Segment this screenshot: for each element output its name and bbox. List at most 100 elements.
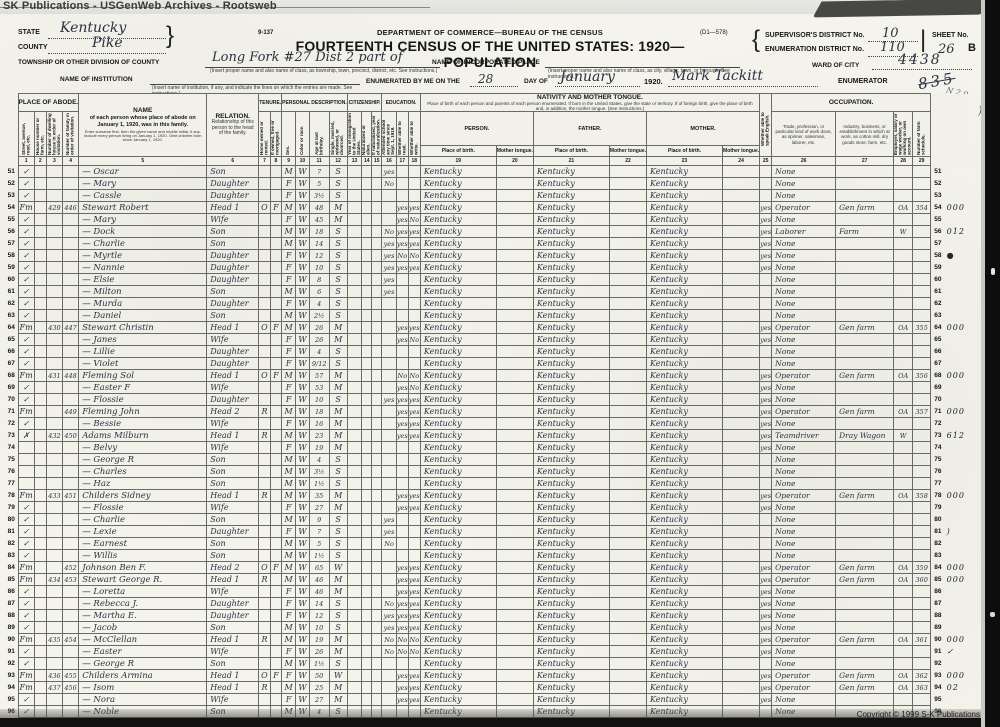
tenure-mortgage xyxy=(269,693,283,707)
farm-number-cell xyxy=(912,213,932,227)
naturalization-year xyxy=(371,249,383,263)
family-number xyxy=(62,585,80,599)
able-to-read xyxy=(395,165,409,179)
age-cell: 26 xyxy=(308,333,330,347)
marital-cell: M xyxy=(328,501,348,515)
person-tongue xyxy=(495,477,534,491)
mother-birthplace: Kentucky xyxy=(646,381,724,395)
race-cell: W xyxy=(295,189,310,203)
naturalization-year xyxy=(371,621,383,635)
farm-number-cell xyxy=(912,621,932,635)
farm-number-cell xyxy=(912,417,932,431)
naturalization-year xyxy=(371,669,383,683)
race-cell: W xyxy=(295,477,310,491)
race-cell: W xyxy=(295,405,310,419)
naturalized xyxy=(361,249,373,263)
name-cell: — McClellan xyxy=(78,633,208,647)
sex-cell: M xyxy=(281,237,297,251)
line-number-right: 78 xyxy=(934,492,942,500)
window-titlebar: SK Publications - USGenWeb Archives - Ro… xyxy=(0,0,1000,14)
naturalization-year xyxy=(371,177,383,191)
table-row: 53 ✓ — Cassle Daughter F W 3½ S Kentucky Kentucky… xyxy=(5,189,969,203)
father-birthplace: Kentucky xyxy=(532,213,610,227)
person-birthplace: Kentucky xyxy=(419,393,497,407)
month-rule xyxy=(555,85,640,87)
line-number-left: 95 xyxy=(7,696,15,704)
mother-birthplace: Kentucky xyxy=(646,333,724,347)
marital-cell: S xyxy=(328,249,348,263)
person-tongue xyxy=(495,381,534,395)
col-able-to-read: Whether able to read. xyxy=(395,111,409,158)
name-cell: Adams Milburn xyxy=(78,429,208,443)
column-number: 19 xyxy=(419,156,497,167)
family-number: 455 xyxy=(62,669,80,683)
person-tongue xyxy=(495,357,534,371)
house-number xyxy=(33,645,47,659)
able-to-read: yes xyxy=(395,213,409,227)
immigration-year xyxy=(346,657,363,671)
speaks-english xyxy=(759,177,773,191)
father-birthplace: Kentucky xyxy=(532,657,610,671)
family-number: 447 xyxy=(62,321,80,335)
sex-cell: M xyxy=(281,549,297,563)
employment-cell xyxy=(893,549,914,563)
employment-cell xyxy=(893,417,914,431)
immigration-year xyxy=(346,465,363,479)
house-number xyxy=(33,657,47,671)
dwelling-number xyxy=(45,213,64,227)
person-tongue xyxy=(495,321,534,335)
father-tongue xyxy=(608,405,648,419)
dwelling-number: 432 xyxy=(45,429,64,443)
marital-cell: S xyxy=(328,465,348,479)
family-number xyxy=(62,609,80,623)
abode-mark: ✓ xyxy=(17,525,35,539)
able-to-read xyxy=(395,189,409,203)
name-cell: — Willis xyxy=(78,549,208,563)
line-number-left: 94 xyxy=(7,684,15,692)
name-cell: — Flossie xyxy=(78,501,208,515)
person-birthplace: Kentucky xyxy=(419,381,497,395)
race-cell: W xyxy=(295,297,310,311)
tenure-mortgage xyxy=(269,381,283,395)
house-number xyxy=(33,405,47,419)
person-birthplace: Kentucky xyxy=(419,465,497,479)
abode-mark: ✓ xyxy=(17,657,35,671)
race-cell: W xyxy=(295,657,310,671)
family-number xyxy=(62,225,80,239)
relation-cell: Son xyxy=(206,621,260,635)
father-birthplace: Kentucky xyxy=(532,645,610,659)
father-tongue xyxy=(608,273,648,287)
immigration-year xyxy=(346,285,363,299)
margin-note xyxy=(945,478,969,490)
sex-cell: F xyxy=(281,441,297,455)
tenure-mortgage xyxy=(269,189,283,203)
dwelling-number: 436 xyxy=(45,669,64,683)
sex-cell: F xyxy=(281,177,297,191)
person-birthplace: Kentucky xyxy=(419,189,497,203)
naturalization-year xyxy=(371,609,383,623)
employment-cell xyxy=(893,189,914,203)
person-birthplace: Kentucky xyxy=(419,321,497,335)
person-tongue xyxy=(495,237,534,251)
margin-note xyxy=(945,514,969,526)
name-cell: — Milton xyxy=(78,285,208,299)
dwelling-number xyxy=(45,381,64,395)
attended-school xyxy=(381,417,397,431)
industry-cell: Gen farm xyxy=(835,405,895,419)
naturalization-year xyxy=(371,657,383,671)
age-cell: 7 xyxy=(308,525,330,539)
mother-tongue xyxy=(722,213,761,227)
name-cell: — Dock xyxy=(78,225,208,239)
age-cell: 46 xyxy=(308,585,330,599)
age-cell: 5 xyxy=(308,537,330,551)
father-birthplace: Kentucky xyxy=(532,237,610,251)
house-number xyxy=(33,285,47,299)
relation-cell: Daughter xyxy=(206,525,260,539)
house-number xyxy=(33,573,47,587)
line-number-right: 86 xyxy=(934,588,942,596)
margin-note xyxy=(945,358,969,370)
relation-cell: Daughter xyxy=(206,357,260,371)
speaks-english: yes xyxy=(759,633,773,647)
dwelling-number xyxy=(45,165,64,179)
